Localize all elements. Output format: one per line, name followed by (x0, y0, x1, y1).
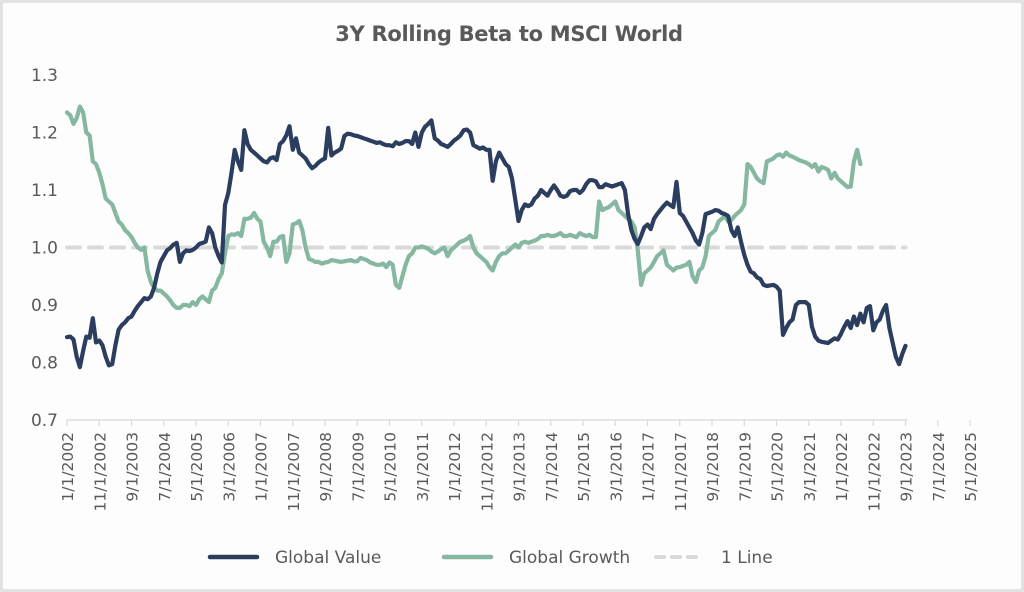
x-tick-label: 3/1/2006 (220, 432, 238, 502)
x-tick-label: 3/1/2016 (607, 432, 625, 502)
x-tick-label: 7/1/2004 (156, 432, 174, 502)
series-line-global-growth (64, 104, 863, 310)
y-tick-label: 0.8 (31, 354, 58, 374)
x-tick-label: 9/1/2023 (898, 432, 916, 502)
x-tick-label: 5/1/2020 (769, 432, 787, 502)
y-tick-label: 1.1 (31, 181, 58, 201)
x-tick-label: 3/1/2021 (801, 432, 819, 502)
plot-area (64, 104, 908, 370)
x-tick-label: 1/1/2017 (640, 432, 658, 502)
x-tick-label: 11/1/2022 (865, 432, 883, 511)
y-tick-label: 0.9 (31, 296, 58, 316)
x-tick-label: 1/1/2022 (833, 432, 851, 502)
x-tick-label: 9/1/2013 (511, 432, 529, 502)
x-tick-label: 11/1/2002 (91, 432, 109, 511)
x-tick-label: 1/1/2007 (253, 432, 271, 502)
x-tick-label: 11/1/2007 (285, 432, 303, 511)
x-tick-label: 11/1/2012 (478, 432, 496, 511)
x-tick-label: 5/1/2025 (962, 432, 980, 502)
legend-label: 1 Line (721, 548, 773, 568)
legend-item-global-growth: Global Growth (441, 548, 630, 568)
x-tick-label: 9/1/2003 (124, 432, 142, 502)
x-tick-label: 7/1/2009 (349, 432, 367, 502)
x-tick-label: 7/1/2014 (543, 432, 561, 502)
x-tick-label: 7/1/2024 (930, 432, 948, 502)
y-tick-label: 0.7 (31, 411, 58, 431)
y-tick-label: 1.2 (31, 124, 58, 144)
x-tick-label: 5/1/2015 (575, 432, 593, 502)
legend-label: Global Value (275, 548, 381, 568)
x-axis: 1/1/2002 11/1/2002 9/1/2003 7/1/2004 5/1/200… (59, 419, 980, 511)
y-tick-label: 1.3 (31, 66, 58, 86)
legend-item-global-value: Global Value (207, 548, 381, 568)
x-tick-label: 3/1/2011 (414, 432, 432, 502)
x-tick-label: 1/1/2002 (59, 432, 77, 502)
x-tick-label: 5/1/2010 (382, 432, 400, 502)
x-tick-label: 11/1/2017 (672, 432, 690, 511)
legend: Global Value Global Growth 1 Line (207, 548, 773, 568)
y-axis: 1.3 1.2 1.1 1.0 0.9 0.8 0.7 (31, 66, 58, 431)
legend-label: Global Growth (509, 548, 630, 568)
x-tick-label: 9/1/2018 (704, 432, 722, 502)
chart-title: 3Y Rolling Beta to MSCI World (335, 22, 683, 46)
x-tick-label: 5/1/2005 (188, 432, 206, 502)
x-tick-label: 7/1/2019 (736, 432, 754, 502)
series-line-global-value (64, 118, 908, 370)
y-tick-label: 1.0 (31, 239, 58, 259)
legend-item-1-line: 1 Line (654, 548, 773, 568)
x-tick-label: 9/1/2008 (317, 432, 335, 502)
x-tick-label: 1/1/2012 (446, 432, 464, 502)
